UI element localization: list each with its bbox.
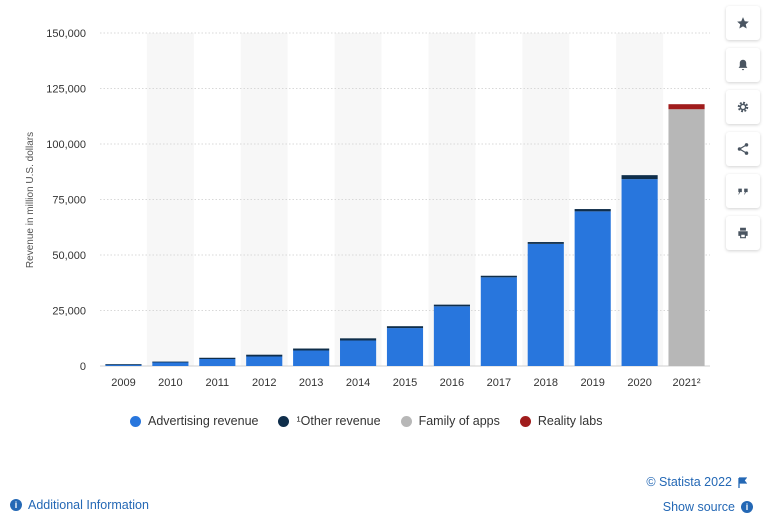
additional-information-link[interactable]: i Additional Information <box>10 498 149 512</box>
additional-info-text: Additional Information <box>28 498 149 512</box>
legend-item[interactable]: ¹Other revenue <box>278 414 381 428</box>
bar-segment[interactable] <box>527 242 564 244</box>
bar-segment[interactable] <box>152 361 189 363</box>
y-tick-label: 100,000 <box>46 139 86 151</box>
bar-segment[interactable] <box>105 364 142 366</box>
x-tick-label: 2012 <box>252 377 276 389</box>
gear-icon <box>737 101 749 113</box>
bar-segment[interactable] <box>621 175 658 180</box>
y-tick-label: 150,000 <box>46 28 86 40</box>
share-button[interactable] <box>726 132 760 166</box>
bar-segment[interactable] <box>574 209 611 212</box>
legend-swatch <box>400 415 412 427</box>
y-tick-label: 125,000 <box>46 84 86 96</box>
info-icon: i <box>741 501 753 513</box>
legend-label: Reality labs <box>537 414 603 428</box>
show-source-link[interactable]: Show source i <box>663 500 753 514</box>
bar-segment[interactable] <box>246 354 283 357</box>
bar-segment[interactable] <box>199 358 236 366</box>
legend-swatch <box>278 415 290 427</box>
x-tick-label: 2010 <box>158 377 182 389</box>
x-tick-label: 2016 <box>440 377 464 389</box>
bar-segment[interactable] <box>293 348 330 351</box>
share-icon <box>737 143 749 155</box>
x-tick-label: 2018 <box>534 377 558 389</box>
bar-segment[interactable] <box>668 109 705 366</box>
show-source-text: Show source <box>662 500 735 514</box>
bar-segment[interactable] <box>480 277 517 366</box>
bar-segment[interactable] <box>480 275 517 278</box>
y-tick-labels: 0 25,000 50,000 75,000 100,000 125,000 150,000 <box>46 28 86 373</box>
legend: Advertising revenue ¹Other revenue Family … <box>130 414 602 428</box>
info-icon: i <box>10 499 22 511</box>
x-tick-label: 2019 <box>580 377 604 389</box>
x-tick-label: 2011 <box>205 377 229 389</box>
bar-segment[interactable] <box>574 211 611 366</box>
x-tick-label: 2021² <box>672 377 700 389</box>
x-tick-labels: 2009 2010 2011 2012 2013 2014 2015 2016 2017 2018… <box>111 377 701 389</box>
legend-item[interactable]: Advertising revenue <box>130 414 258 428</box>
legend-item[interactable]: Reality labs <box>519 414 603 428</box>
legend-swatch <box>130 415 141 427</box>
bars <box>105 104 705 366</box>
bar-segment[interactable] <box>340 338 377 341</box>
cite-button[interactable] <box>726 174 760 208</box>
bar-segment[interactable] <box>433 304 470 307</box>
bar-segment[interactable] <box>621 179 658 366</box>
y-tick-label: 75,000 <box>52 195 86 207</box>
toolbar <box>726 6 760 250</box>
credit-text: © Statista 2022 <box>646 475 732 489</box>
legend-label: Advertising revenue <box>148 414 259 428</box>
bar-segment[interactable] <box>527 243 564 366</box>
bell-icon <box>738 59 748 71</box>
y-tick-label: 25,000 <box>52 306 86 318</box>
y-axis-label: Revenue in million U.S. dollars <box>25 132 36 268</box>
bar-segment[interactable] <box>668 104 705 110</box>
legend-item[interactable]: Family of apps <box>400 414 500 428</box>
star-icon <box>737 17 749 29</box>
notification-button[interactable] <box>726 48 760 82</box>
bar-segment[interactable] <box>105 364 142 366</box>
legend-label: Family of apps <box>418 414 500 428</box>
print-icon <box>738 227 748 239</box>
bar-segment[interactable] <box>293 350 330 366</box>
settings-button[interactable] <box>726 90 760 124</box>
x-tick-label: 2017 <box>487 377 511 389</box>
bar-segment[interactable] <box>152 361 189 366</box>
print-button[interactable] <box>726 216 760 250</box>
y-tick-label: 50,000 <box>52 250 86 262</box>
favorite-button[interactable] <box>726 6 760 40</box>
legend-label: ¹Other revenue <box>296 414 381 428</box>
bar-segment[interactable] <box>246 356 283 366</box>
bar-segment[interactable] <box>199 357 236 359</box>
x-tick-label: 2013 <box>299 377 323 389</box>
x-tick-label: 2020 <box>627 377 651 389</box>
quote-icon <box>738 188 748 195</box>
x-tick-label: 2009 <box>111 377 135 389</box>
bar-segment[interactable] <box>386 328 424 366</box>
x-tick-label: 2015 <box>393 377 417 389</box>
bar-segment[interactable] <box>340 340 377 366</box>
bar-segment[interactable] <box>433 306 470 366</box>
chart-area: 0 25,000 50,000 75,000 100,000 125,000 150,000… <box>25 28 710 389</box>
x-tick-label: 2014 <box>346 377 370 389</box>
y-tick-label: 0 <box>80 361 86 373</box>
statista-credit[interactable]: © Statista 2022 <box>646 475 747 489</box>
legend-swatch <box>519 415 531 427</box>
bar-segment[interactable] <box>386 326 424 329</box>
flag-icon <box>738 476 747 488</box>
